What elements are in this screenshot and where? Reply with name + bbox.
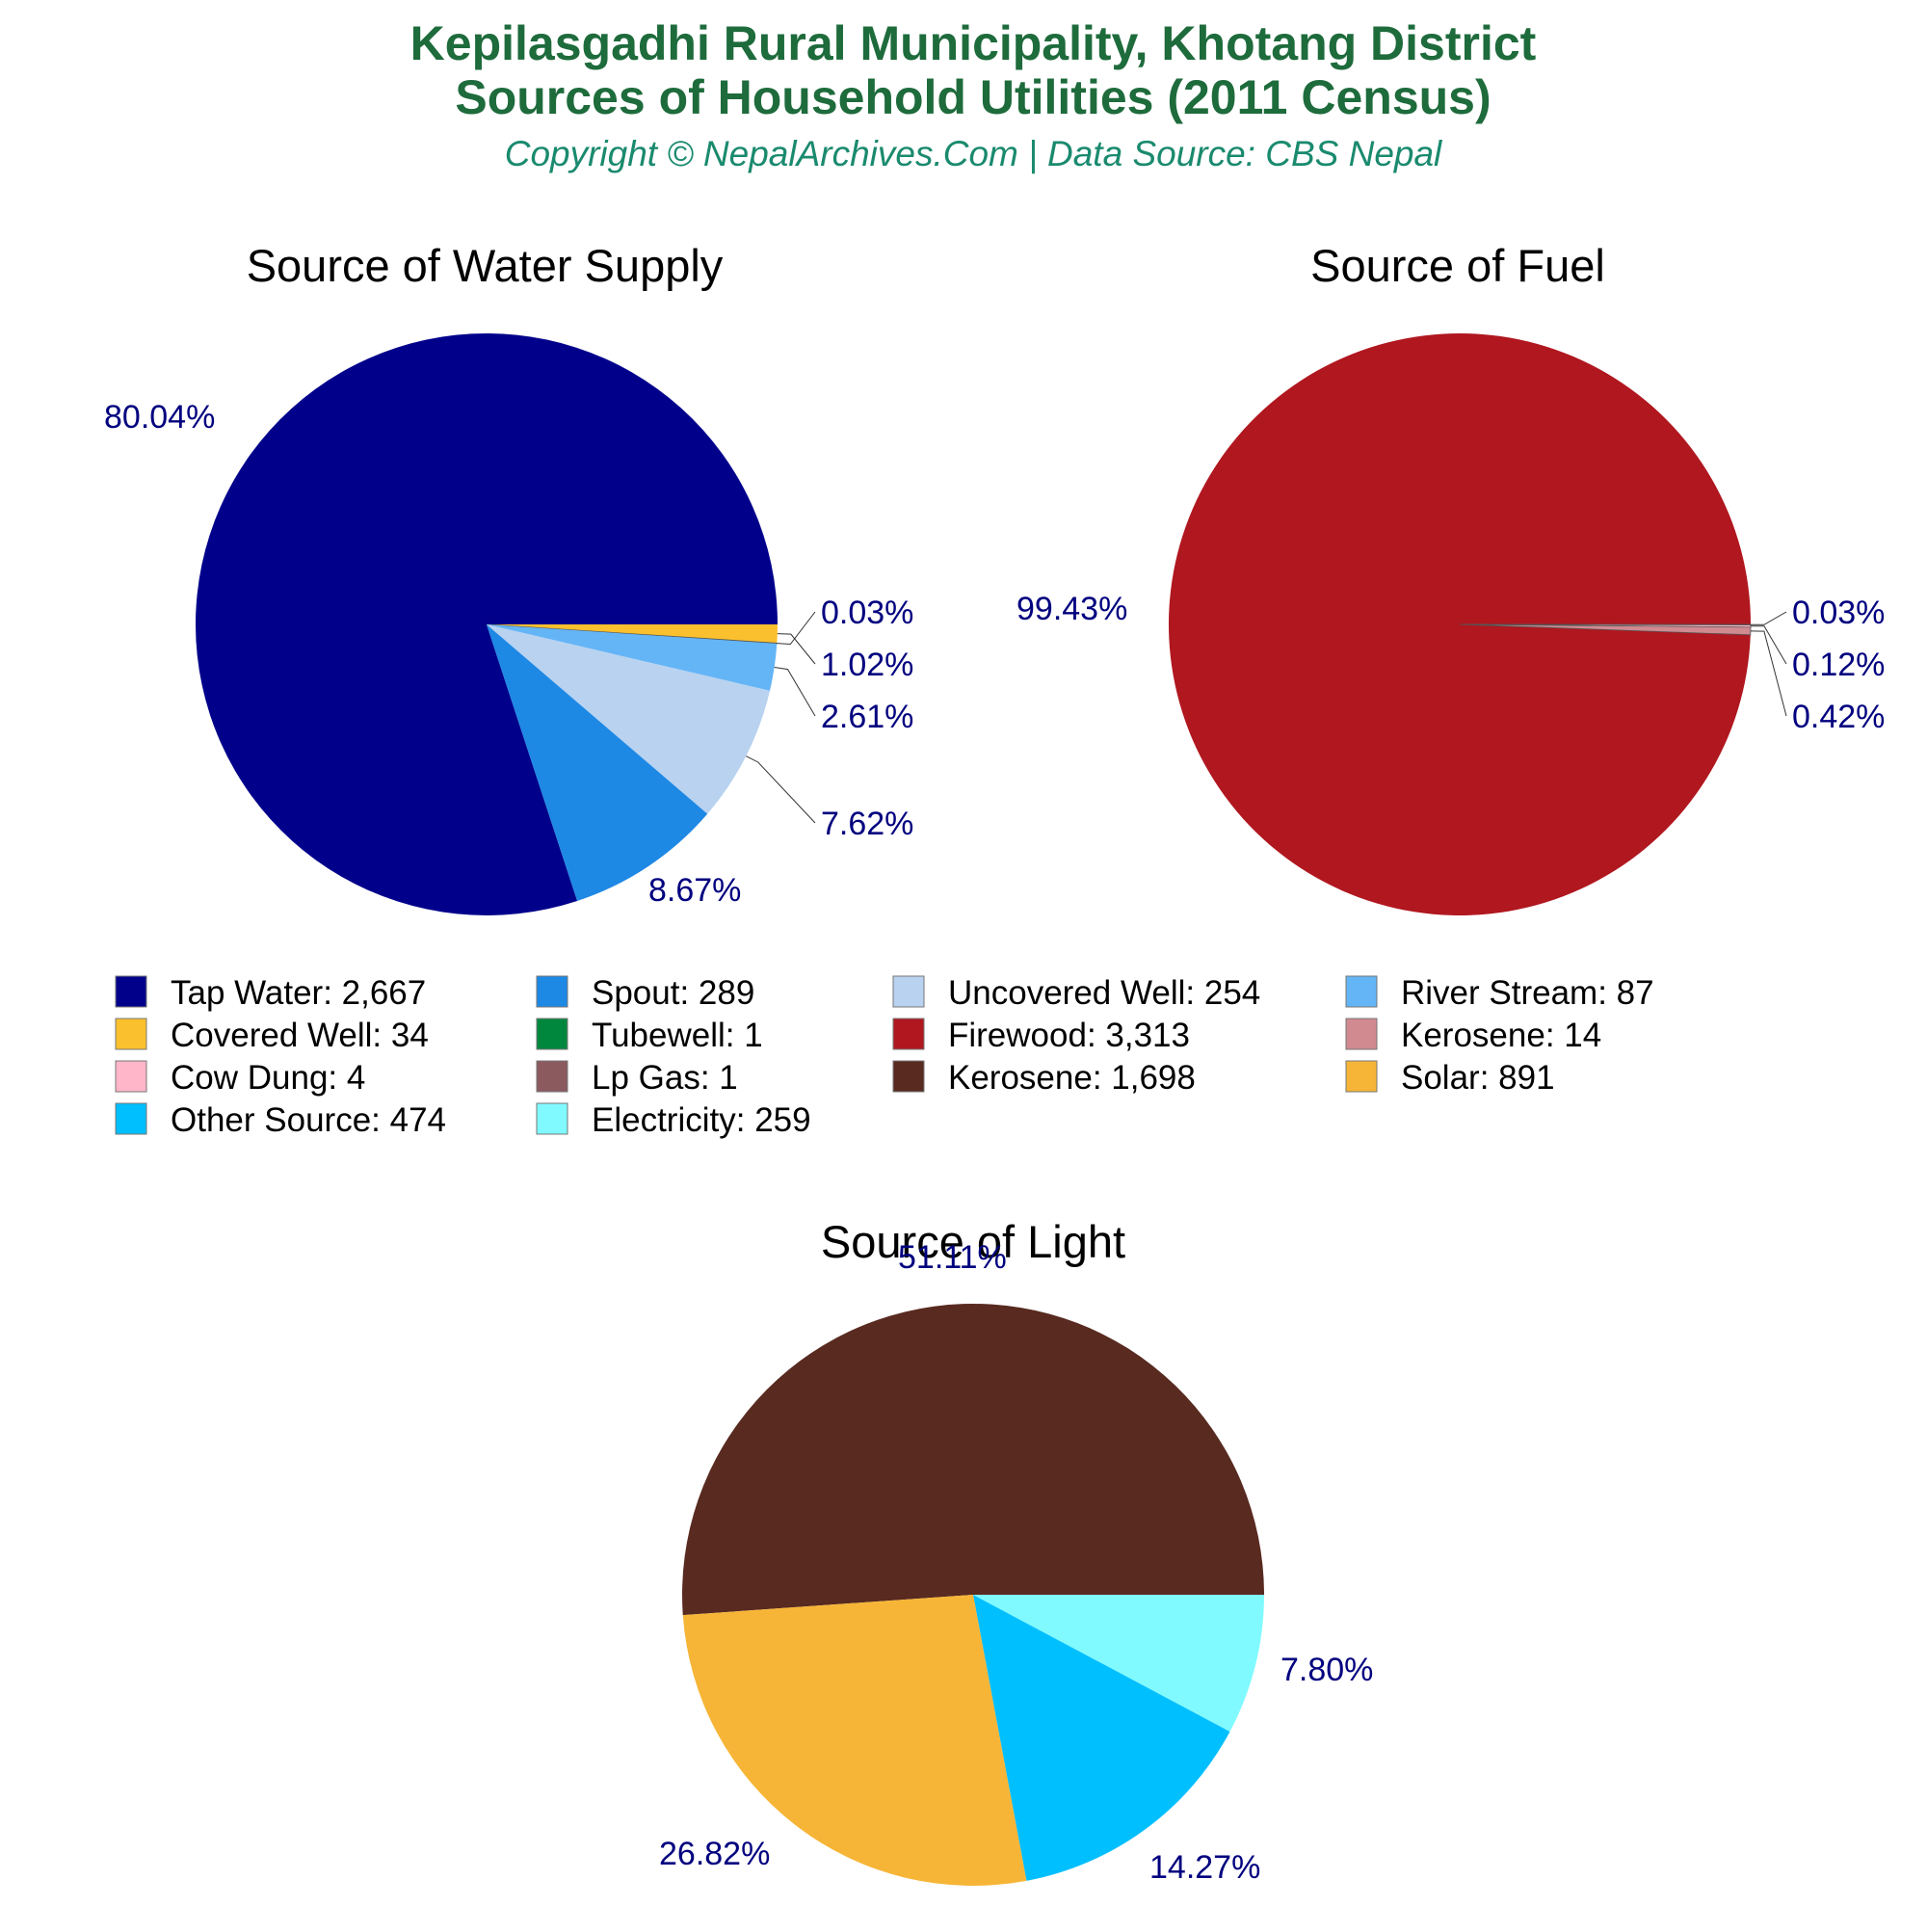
pct-label-source-of-fuel-cow-dung: 0.12%	[1792, 647, 1885, 683]
legend-swatch	[1345, 1018, 1378, 1050]
legend-item-kerosene-14: Kerosene: 14	[1345, 1017, 1601, 1054]
legend-swatch	[536, 975, 568, 1008]
legend-label: Uncovered Well: 254	[948, 974, 1260, 1012]
pie-slice-source-of-water-supply-river-stream	[487, 624, 778, 691]
legend-label: Lp Gas: 1	[592, 1059, 738, 1097]
legend-label: Tap Water: 2,667	[171, 974, 426, 1012]
pie-fuel: Source of Fuel 99.43% 0.03% 0.12% 0.42%	[1016, 240, 1885, 915]
legend-item-river-stream-87: River Stream: 87	[1345, 974, 1654, 1012]
pie-slice-source-of-light-electricity	[973, 1595, 1264, 1733]
pie-water-supply: Source of Water Supply 80.04% 1.02% 0.03% 2…	[104, 240, 913, 915]
chart-subtitle: Copyright © NepalArchives.Com | Data Sou…	[505, 134, 1443, 173]
legend-swatch	[115, 1018, 147, 1050]
pie-slice-source-of-water-supply-uncovered-well	[487, 624, 771, 814]
leader-line-source-of-fuel-lp-gas	[1750, 611, 1787, 625]
legend-item-electricity-259: Electricity: 259	[536, 1101, 811, 1139]
pie-slice-source-of-light-other-source	[973, 1595, 1230, 1881]
main-title-line2: Sources of Household Utilities (2011 Cen…	[455, 70, 1491, 124]
legend-swatch	[1345, 1060, 1378, 1093]
legend-label: Solar: 891	[1401, 1059, 1555, 1097]
leader-line-source-of-water-supply-covered-well	[777, 633, 816, 665]
legend-label: Other Source: 474	[171, 1101, 446, 1139]
pct-label-source-of-light-electricity: 7.80%	[1280, 1652, 1373, 1688]
legend-swatch	[1345, 975, 1378, 1008]
legend-item-other-source-474: Other Source: 474	[115, 1101, 446, 1139]
legend-label: Kerosene: 1,698	[948, 1059, 1196, 1097]
legend-label: Kerosene: 14	[1401, 1017, 1601, 1054]
legend-item-cow-dung-4: Cow Dung: 4	[115, 1059, 365, 1097]
legend-item-lp-gas-1: Lp Gas: 1	[536, 1059, 738, 1097]
pie-slice-source-of-light-solar	[682, 1595, 1027, 1887]
legend-item-tap-water-2-667: Tap Water: 2,667	[115, 974, 426, 1012]
pct-label-source-of-light-kerosene: 51.11%	[898, 1239, 1007, 1276]
legend-swatch	[892, 1060, 925, 1093]
pie-slice-source-of-light-kerosene	[681, 1304, 1264, 1616]
legend-swatch	[536, 1102, 568, 1135]
legend-swatch	[536, 1018, 568, 1050]
legend: Tap Water: 2,667 Spout: 289 Uncovered Well…	[115, 974, 1654, 1139]
pct-label-source-of-water-supply-spout: 8.67%	[648, 872, 741, 909]
legend-label: River Stream: 87	[1401, 974, 1654, 1012]
pct-label-source-of-water-supply-uncovered-well: 7.62%	[821, 806, 913, 842]
legend-item-solar-891: Solar: 891	[1345, 1059, 1555, 1097]
main-title-line1: Kepilasgadhi Rural Municipality, Khotang…	[410, 16, 1537, 70]
pie-title-light: Source of Light	[821, 1216, 1125, 1267]
pct-label-source-of-light-solar: 26.82%	[659, 1836, 770, 1872]
leader-line-source-of-fuel-kerosene	[1750, 630, 1787, 717]
pct-label-source-of-water-supply-tap-water: 80.04%	[104, 399, 215, 436]
legend-swatch	[115, 1060, 147, 1093]
legend-label: Spout: 289	[592, 974, 754, 1012]
leader-line-source-of-water-supply-tubewell	[777, 611, 816, 646]
legend-item-uncovered-well-254: Uncovered Well: 254	[892, 974, 1260, 1012]
legend-swatch	[115, 975, 147, 1008]
leader-line-source-of-fuel-cow-dung	[1750, 625, 1787, 665]
legend-label: Electricity: 259	[592, 1101, 811, 1139]
pct-label-source-of-fuel-firewood: 99.43%	[1016, 591, 1127, 627]
legend-swatch	[892, 975, 925, 1008]
legend-item-tubewell-1: Tubewell: 1	[536, 1017, 763, 1054]
leader-line-source-of-water-supply-river-stream	[774, 667, 816, 717]
leader-line-source-of-water-supply-uncovered-well	[746, 755, 816, 824]
pie-title-water: Source of Water Supply	[247, 240, 724, 291]
legend-label: Cow Dung: 4	[171, 1059, 365, 1097]
legend-swatch	[892, 1018, 925, 1050]
legend-label: Covered Well: 34	[171, 1017, 429, 1054]
legend-label: Firewood: 3,313	[948, 1017, 1190, 1054]
pct-label-source-of-fuel-lp-gas: 0.03%	[1792, 595, 1885, 631]
pct-label-source-of-water-supply-tubewell: 0.03%	[821, 595, 913, 631]
pie-light: Source of Light 51.11% 7.80% 14.27% 26.82%	[659, 1216, 1373, 1887]
legend-item-firewood-3-313: Firewood: 3,313	[892, 1017, 1190, 1054]
legend-swatch	[536, 1060, 568, 1093]
legend-label: Tubewell: 1	[592, 1017, 763, 1054]
legend-item-covered-well-34: Covered Well: 34	[115, 1017, 429, 1054]
pct-label-source-of-light-other-source: 14.27%	[1149, 1849, 1260, 1886]
pct-label-source-of-water-supply-covered-well: 1.02%	[821, 647, 913, 683]
pct-label-source-of-water-supply-river-stream: 2.61%	[821, 699, 913, 735]
legend-item-spout-289: Spout: 289	[536, 974, 754, 1012]
legend-swatch	[115, 1102, 147, 1135]
legend-item-kerosene-1-698: Kerosene: 1,698	[892, 1059, 1196, 1097]
pie-slice-source-of-water-supply-spout	[487, 624, 708, 901]
pct-label-source-of-fuel-kerosene: 0.42%	[1792, 699, 1885, 735]
pie-title-fuel: Source of Fuel	[1310, 240, 1605, 291]
